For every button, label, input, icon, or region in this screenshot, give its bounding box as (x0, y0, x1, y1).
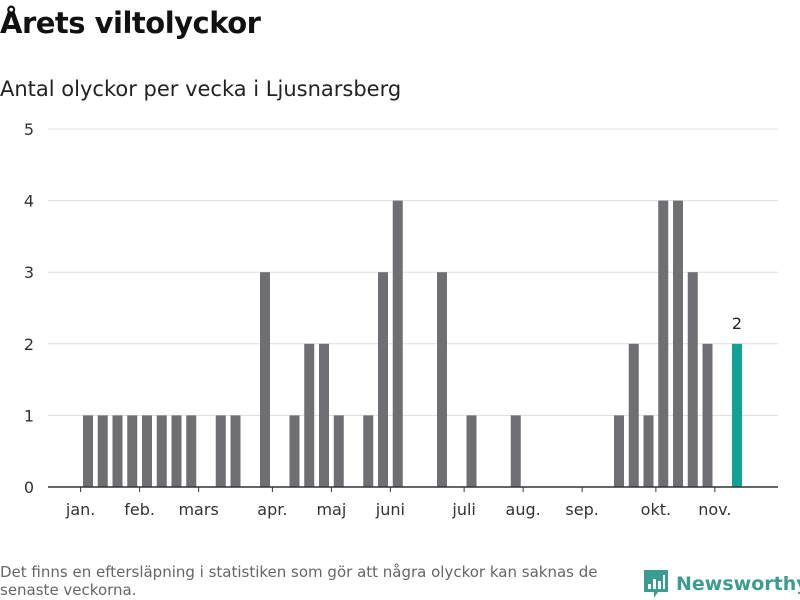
x-tick-label: nov. (698, 500, 731, 519)
y-tick-label: 2 (24, 335, 34, 354)
y-tick-label: 3 (24, 263, 34, 282)
bar[interactable] (614, 415, 624, 487)
bar[interactable] (643, 415, 654, 487)
bar[interactable] (142, 415, 152, 487)
y-tick-label: 5 (24, 120, 34, 139)
x-tick-label: apr. (257, 500, 287, 519)
bar[interactable] (363, 415, 374, 487)
x-tick-label: okt. (641, 500, 671, 519)
chart-subtitle: Antal olyckor per vecka i Ljusnarsberg (0, 77, 402, 101)
brand-logo[interactable]: Newsworthy (644, 570, 800, 598)
x-tick-label: juni (375, 500, 405, 519)
bar[interactable] (702, 343, 713, 487)
y-tick-label: 1 (24, 406, 34, 425)
bar[interactable] (333, 415, 344, 487)
bar[interactable] (628, 343, 639, 487)
bar[interactable] (392, 200, 403, 487)
x-tick-label: maj (316, 500, 346, 519)
newsworthy-logo-icon (644, 570, 668, 598)
footnote: Det finns en eftersläpning i statistiken… (0, 563, 598, 599)
y-tick-label: 0 (24, 478, 34, 497)
y-tick-label: 4 (24, 192, 34, 211)
x-tick-label: feb. (124, 500, 155, 519)
bar[interactable] (673, 200, 683, 487)
bar[interactable] (171, 415, 182, 487)
chart-title: Årets viltolyckor (0, 6, 261, 40)
bar[interactable] (732, 343, 742, 487)
grid-lines (48, 128, 778, 416)
bar[interactable] (437, 272, 447, 487)
bar[interactable] (319, 343, 329, 487)
data-labels: 2 (732, 314, 742, 333)
bar[interactable] (289, 415, 300, 487)
bar[interactable] (510, 415, 521, 487)
data-label: 2 (732, 314, 742, 333)
bar[interactable] (230, 415, 241, 487)
bar[interactable] (156, 415, 167, 487)
bar[interactable] (112, 415, 123, 487)
bar[interactable] (127, 415, 138, 487)
x-tick-label: sep. (565, 500, 598, 519)
bar[interactable] (378, 272, 388, 487)
bars (83, 200, 742, 487)
bar[interactable] (97, 415, 108, 487)
bar[interactable] (466, 415, 477, 487)
y-axis-labels: 0 1 2 3 4 5 (24, 120, 34, 497)
x-tick-label: juli (451, 500, 475, 519)
bar[interactable] (215, 415, 226, 487)
x-tick-label: aug. (506, 500, 541, 519)
bar[interactable] (186, 415, 197, 487)
x-tick-label: mars (178, 500, 218, 519)
x-axis: jan. feb. mars apr. maj juni juli aug. sep. okt. n… (48, 486, 778, 519)
bar[interactable] (304, 343, 315, 487)
bar[interactable] (687, 272, 698, 487)
x-tick-label: jan. (65, 500, 95, 519)
bar-chart: 0 1 2 3 4 5 2 jan. feb. mars apr. maj juni juli aug.… (24, 120, 778, 519)
bar[interactable] (83, 415, 93, 487)
brand-name: Newsworthy (676, 573, 800, 595)
bar[interactable] (658, 200, 669, 487)
bar[interactable] (260, 272, 270, 487)
